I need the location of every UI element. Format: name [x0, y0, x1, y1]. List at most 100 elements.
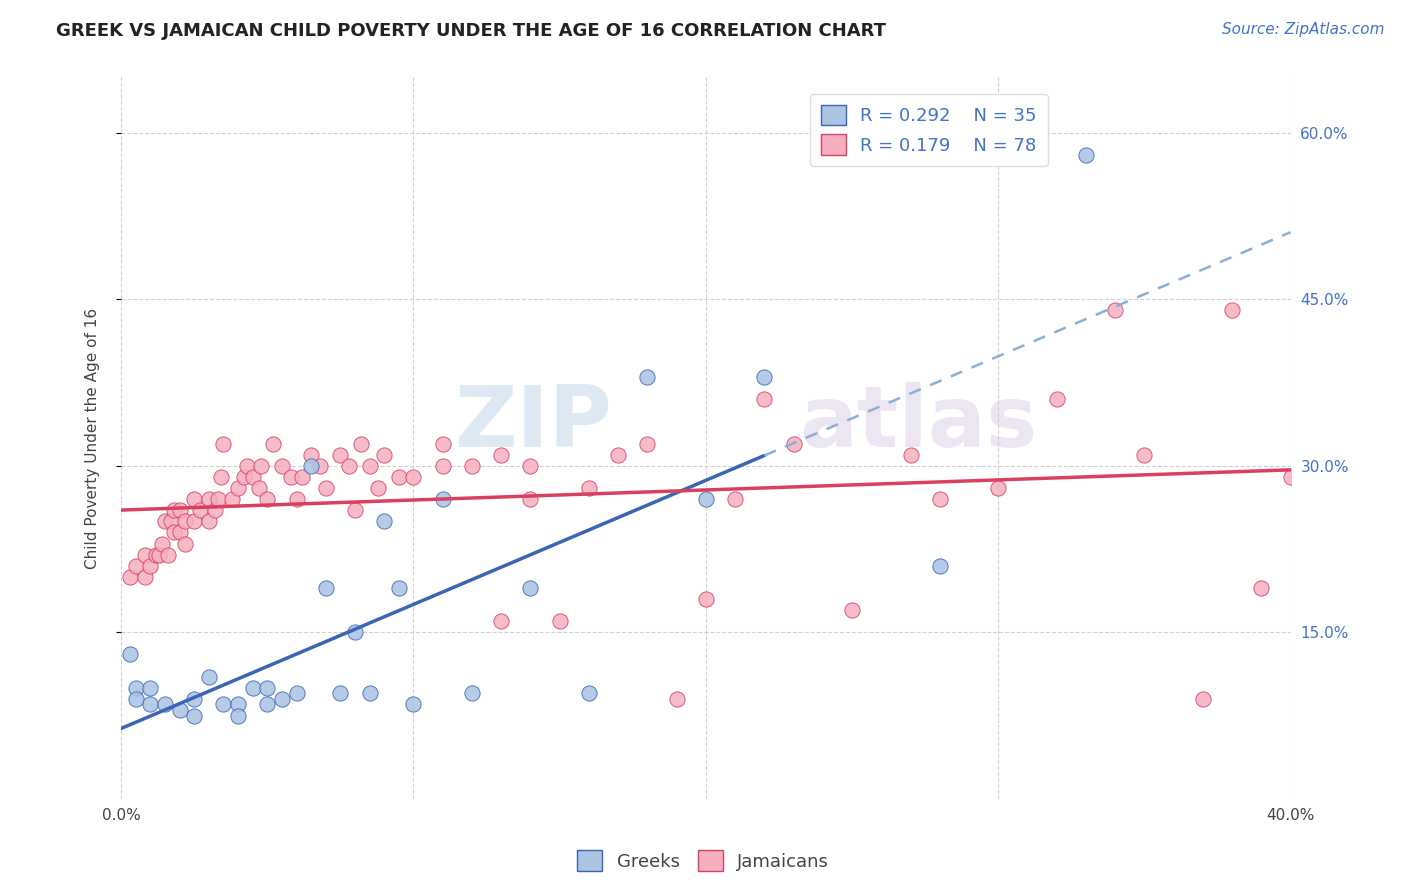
Point: [402, 470, 425, 484]
Point: [329, 448, 352, 462]
Point: [402, 698, 425, 712]
Point: [139, 681, 162, 695]
Point: [1279, 470, 1302, 484]
Point: [665, 692, 688, 706]
Y-axis label: Child Poverty Under the Age of 16: Child Poverty Under the Age of 16: [86, 308, 100, 569]
Point: [1250, 581, 1272, 595]
Point: [841, 603, 863, 617]
Point: [373, 514, 395, 528]
Point: [607, 448, 630, 462]
Point: [183, 708, 205, 723]
Point: [183, 692, 205, 706]
Point: [329, 686, 352, 700]
Point: [232, 470, 254, 484]
Point: [548, 614, 571, 628]
Point: [987, 481, 1010, 495]
Point: [153, 698, 176, 712]
Point: [148, 548, 170, 562]
Point: [489, 614, 512, 628]
Point: [242, 681, 264, 695]
Point: [209, 470, 232, 484]
Point: [695, 492, 717, 507]
Point: [174, 536, 197, 550]
Point: [212, 698, 235, 712]
Point: [782, 436, 804, 450]
Point: [212, 436, 235, 450]
Point: [1074, 148, 1097, 162]
Point: [226, 698, 249, 712]
Point: [309, 458, 332, 473]
Point: [247, 481, 270, 495]
Point: [315, 481, 337, 495]
Point: [226, 481, 249, 495]
Point: [461, 686, 484, 700]
Point: [636, 436, 658, 450]
Point: [724, 492, 747, 507]
Point: [169, 703, 191, 717]
Text: atlas: atlas: [800, 382, 1038, 465]
Point: [1192, 692, 1215, 706]
Point: [169, 503, 191, 517]
Point: [337, 458, 360, 473]
Point: [118, 648, 141, 662]
Point: [519, 581, 541, 595]
Point: [1046, 392, 1069, 407]
Point: [163, 503, 186, 517]
Point: [373, 448, 395, 462]
Text: GREEK VS JAMAICAN CHILD POVERTY UNDER THE AGE OF 16 CORRELATION CHART: GREEK VS JAMAICAN CHILD POVERTY UNDER TH…: [56, 22, 886, 40]
Point: [359, 686, 381, 700]
Point: [198, 514, 221, 528]
Point: [174, 514, 197, 528]
Point: [207, 492, 229, 507]
Point: [125, 681, 148, 695]
Legend: Greeks, Jamaicans: Greeks, Jamaicans: [569, 843, 837, 879]
Point: [432, 458, 454, 473]
Text: Source: ZipAtlas.com: Source: ZipAtlas.com: [1222, 22, 1385, 37]
Point: [271, 692, 294, 706]
Point: [134, 548, 156, 562]
Point: [163, 525, 186, 540]
Point: [1133, 448, 1156, 462]
Point: [388, 470, 411, 484]
Point: [928, 558, 950, 573]
Point: [928, 492, 950, 507]
Point: [359, 458, 381, 473]
Point: [754, 392, 776, 407]
Point: [285, 686, 308, 700]
Point: [280, 470, 302, 484]
Point: [118, 570, 141, 584]
Point: [156, 548, 179, 562]
Point: [204, 503, 226, 517]
Point: [242, 470, 264, 484]
Point: [636, 370, 658, 384]
Point: [198, 670, 221, 684]
Point: [256, 681, 278, 695]
Point: [145, 548, 167, 562]
Point: [160, 514, 183, 528]
Point: [432, 436, 454, 450]
Point: [134, 570, 156, 584]
Legend: R = 0.292    N = 35, R = 0.179    N = 78: R = 0.292 N = 35, R = 0.179 N = 78: [810, 94, 1047, 166]
Point: [262, 436, 284, 450]
Point: [1220, 303, 1243, 318]
Point: [315, 581, 337, 595]
Point: [139, 558, 162, 573]
Point: [432, 492, 454, 507]
Point: [256, 698, 278, 712]
Point: [125, 558, 148, 573]
Point: [754, 370, 776, 384]
Point: [285, 492, 308, 507]
Point: [125, 692, 148, 706]
Point: [139, 698, 162, 712]
Point: [291, 470, 314, 484]
Point: [578, 686, 600, 700]
Point: [350, 436, 373, 450]
Point: [299, 458, 322, 473]
Point: [153, 514, 176, 528]
Point: [519, 492, 541, 507]
Point: [221, 492, 243, 507]
Point: [183, 492, 205, 507]
Point: [900, 448, 922, 462]
Point: [344, 625, 367, 640]
Point: [226, 708, 249, 723]
